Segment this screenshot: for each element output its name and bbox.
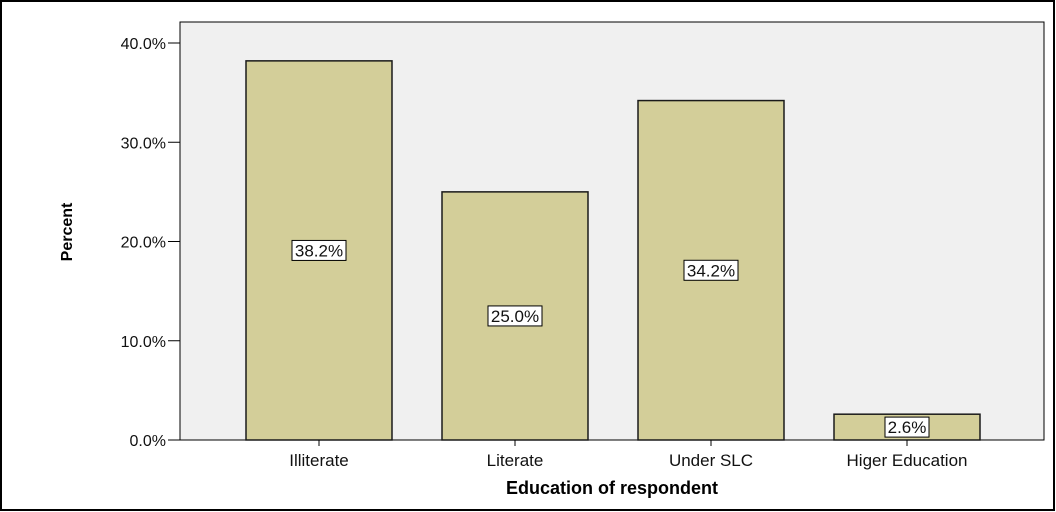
x-tick-label: Under SLC: [669, 451, 753, 470]
y-tick-label: 20.0%: [121, 235, 166, 252]
y-tick-label: 10.0%: [121, 334, 166, 351]
x-tick-label: Literate: [487, 451, 544, 470]
x-tick-label: Higer Education: [847, 451, 968, 470]
data-label-box: [884, 416, 930, 438]
x-tick-label: Illiterate: [289, 451, 349, 470]
y-axis-title: Percent: [59, 202, 76, 261]
data-label-box: [487, 305, 543, 327]
y-tick-label: 0.0%: [130, 433, 166, 450]
data-label: 25.0%: [491, 307, 539, 326]
data-label-box: [291, 239, 347, 261]
x-axis: Illiterate Literate Under SLC Higer Educati…: [289, 440, 967, 470]
y-tick-label: 30.0%: [121, 135, 166, 152]
data-label: 38.2%: [295, 241, 343, 260]
bars-group: 38.2% 25.0% 34.2% 2.6%: [245, 60, 981, 441]
data-label: 2.6%: [888, 418, 927, 437]
y-tick-label: 40.0%: [121, 36, 166, 53]
data-label-box: [683, 259, 739, 281]
x-axis-title: Education of respondent: [506, 478, 718, 498]
y-axis: 0.0% 10.0% 20.0% 30.0% 40.0%: [121, 36, 180, 450]
data-label: 34.2%: [687, 261, 735, 280]
